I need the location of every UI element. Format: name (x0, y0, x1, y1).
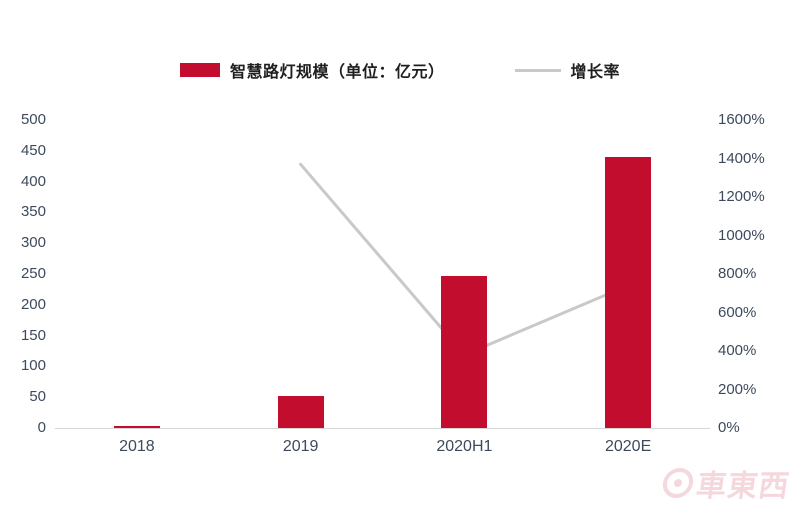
y-axis-right-tick: 1000% (718, 226, 765, 244)
y-axis-left-tick: 400 (20, 172, 46, 190)
y-axis-left-tick: 350 (20, 203, 46, 221)
y-axis-right: 1600% 1400% 1200% 1000% 800% 600% 400% 200% 0% (718, 111, 788, 436)
y-axis-right-tick: 200% (718, 380, 757, 398)
chart-legend: 智慧路灯规模（单位：亿元） 增长率 (0, 58, 800, 82)
x-axis-label: 2020E (604, 438, 652, 455)
y-axis-right-tick: 0% (718, 419, 740, 436)
x-axis-label: 2018 (119, 438, 155, 455)
x-axis: 2018 2019 2020H1 2020E (55, 438, 710, 462)
legend-item-bar-series: 智慧路灯规模（单位：亿元） (179, 58, 445, 82)
bar-2019 (277, 395, 324, 428)
y-axis-right-tick: 1600% (718, 111, 765, 128)
bar-2020E (605, 156, 652, 428)
bar-series-label: 智慧路灯规模（单位：亿元） (229, 64, 445, 81)
x-axis-label: 2020H1 (436, 438, 493, 455)
y-axis-left-tick: 50 (29, 388, 46, 406)
y-axis-right-tick: 400% (718, 342, 757, 359)
line-series-label: 增长率 (570, 64, 621, 81)
x-axis-label: 2019 (282, 438, 319, 455)
line-series-swatch-icon (514, 68, 561, 72)
y-axis-left-tick: 0 (37, 419, 46, 436)
y-axis-left-tick: 100 (20, 357, 46, 375)
y-axis-left-tick: 200 (20, 295, 46, 313)
y-axis-left: 500 450 400 350 300 250 200 150 100 50 0 (0, 111, 46, 436)
y-axis-left-tick: 250 (20, 265, 46, 282)
y-axis-right-tick: 1400% (718, 149, 765, 167)
y-axis-left-tick: 500 (20, 111, 46, 128)
watermark: 車東西 (660, 461, 793, 505)
bar-2018 (113, 426, 160, 428)
wheel-logo-icon (660, 468, 696, 498)
y-axis-left-tick: 300 (20, 234, 46, 252)
y-axis-right-tick: 1200% (718, 188, 765, 205)
bar-series-swatch-icon (179, 63, 220, 77)
y-axis-right-tick: 800% (718, 265, 757, 282)
legend-item-line-series: 增长率 (514, 58, 621, 82)
plot-area (55, 120, 710, 429)
y-axis-left-tick: 450 (20, 141, 46, 159)
y-axis-right-tick: 600% (718, 303, 757, 321)
watermark-text: 車東西 (694, 470, 792, 503)
y-axis-left-tick: 150 (20, 326, 46, 344)
bar-2020H1 (441, 275, 488, 428)
